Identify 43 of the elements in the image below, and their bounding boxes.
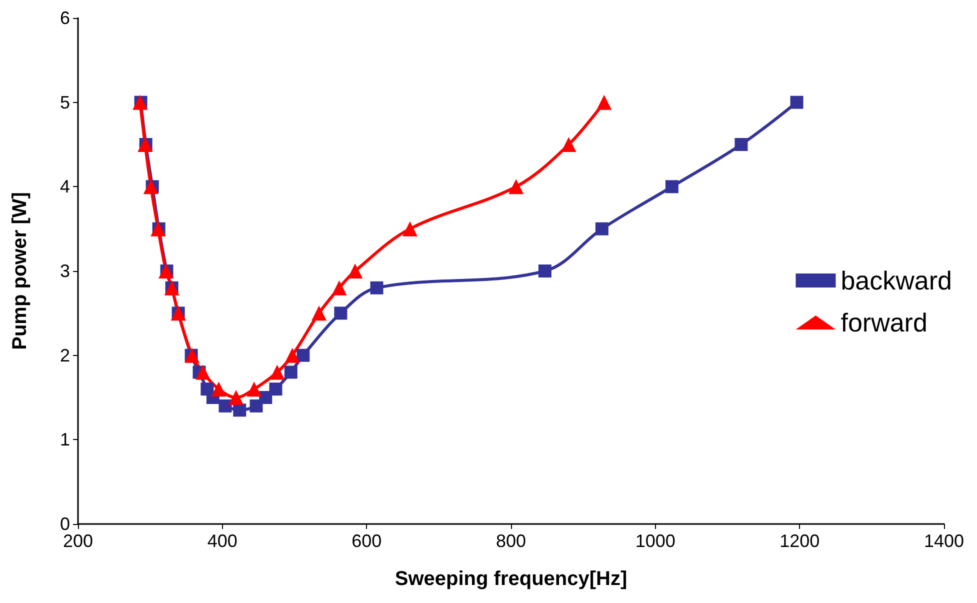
y-tick-label: 6 [60, 8, 70, 28]
x-tick-label: 1200 [780, 531, 820, 551]
point [595, 222, 608, 236]
x-tick-label: 1000 [635, 531, 676, 551]
point [348, 264, 363, 278]
x-tick-label: 200 [62, 531, 94, 551]
point [561, 137, 576, 152]
legend-label: backward [840, 266, 952, 296]
y-axis-title: Pump power [W] [9, 192, 31, 350]
x-tick-label: 600 [352, 531, 382, 551]
point [246, 382, 262, 397]
y-tick-label: 0 [60, 514, 70, 534]
point [270, 364, 285, 380]
point [195, 364, 210, 380]
point [332, 280, 347, 296]
point [538, 264, 552, 278]
point [370, 281, 384, 294]
point [284, 366, 298, 379]
point [790, 96, 804, 109]
x-tick-label: 800 [496, 531, 526, 551]
point [508, 179, 524, 194]
x-tick-label: 400 [207, 531, 238, 551]
point [665, 180, 678, 194]
x-axis-title: Sweeping frequency[Hz] [394, 568, 628, 590]
legend-label: forward [840, 308, 928, 338]
y-tick-label: 1 [60, 430, 70, 450]
y-tick-label: 5 [60, 92, 70, 112]
point [228, 390, 244, 405]
point [284, 348, 300, 363]
point [312, 306, 327, 321]
y-tick-label: 2 [60, 345, 70, 366]
point [233, 404, 246, 417]
point [334, 306, 348, 320]
point [269, 382, 282, 396]
y-tick-label: 3 [60, 261, 70, 281]
point [218, 399, 232, 412]
point [402, 221, 418, 236]
point [734, 138, 748, 151]
point [596, 94, 612, 110]
point [296, 348, 310, 362]
point [211, 382, 226, 397]
y-tick-label: 4 [60, 176, 70, 197]
x-tick-label: 1400 [924, 531, 964, 551]
